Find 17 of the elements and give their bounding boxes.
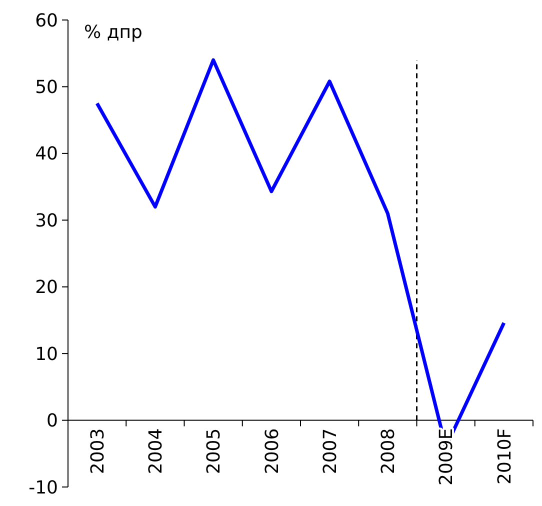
x-tick-label: 2009E: [436, 428, 458, 486]
x-tick-label: 2004: [145, 428, 166, 474]
x-tick-label: 2003: [87, 428, 108, 474]
y-tick-label: -10: [28, 477, 58, 498]
y-tick-label: 60: [35, 10, 58, 32]
x-tick-label: 2006: [262, 428, 283, 474]
x-tick-label: 2008: [378, 428, 399, 474]
y-axis-title: % дпр: [84, 22, 142, 43]
y-tick-label: 10: [35, 344, 58, 365]
x-tick-label: 2010F: [494, 428, 516, 484]
x-tick-label: 2007: [320, 428, 341, 474]
y-tick-label: 50: [35, 77, 58, 98]
x-tick-label: 2005: [204, 428, 225, 474]
y-tick-label: 20: [35, 277, 58, 298]
y-tick-label: 40: [35, 144, 58, 165]
y-tick-label: 0: [46, 410, 58, 432]
y-tick-label: 30: [35, 210, 58, 232]
